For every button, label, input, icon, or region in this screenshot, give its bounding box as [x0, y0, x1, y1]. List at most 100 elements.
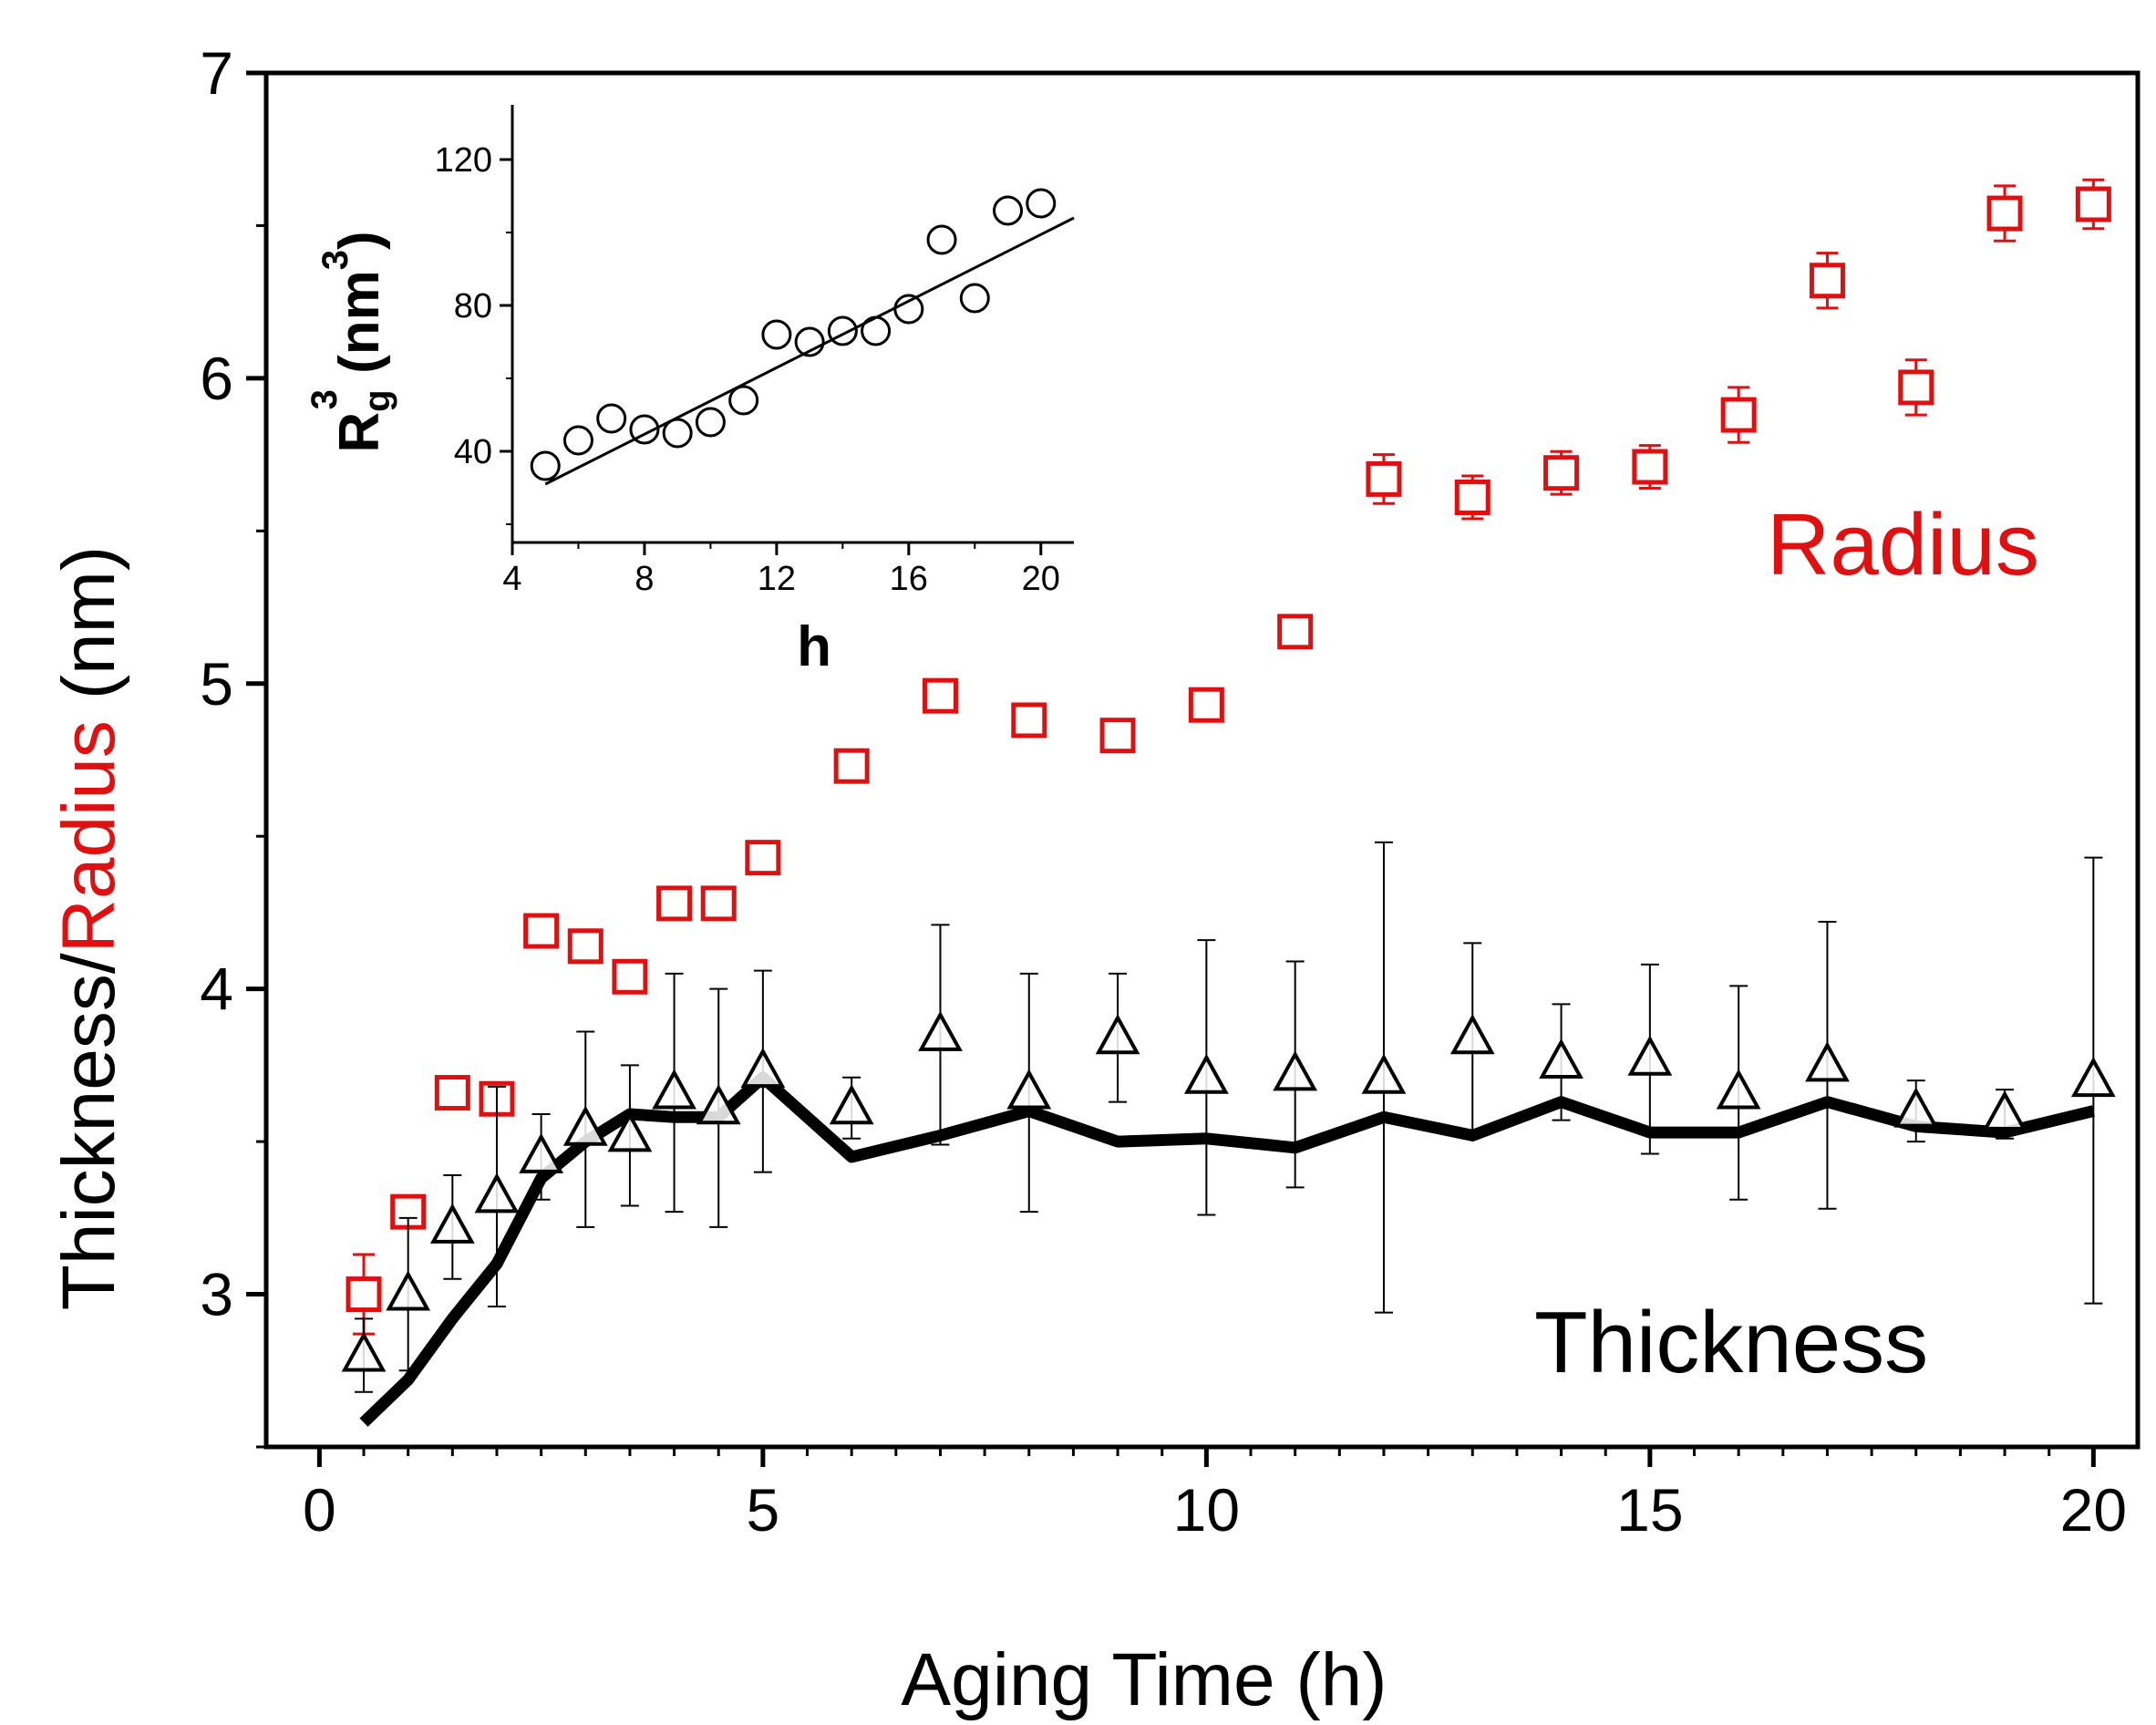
thickness-point: [918, 1010, 963, 1051]
inset-point: [1026, 188, 1057, 219]
thickness-point: [1627, 1035, 1673, 1076]
thickness-point: [607, 1111, 653, 1152]
inset-point: [695, 407, 726, 438]
inset-x-tick-label: 20: [1022, 560, 1060, 598]
radius-point: [1454, 479, 1491, 515]
radius-point: [922, 677, 958, 714]
main-plot-frame: [263, 70, 2141, 1450]
thickness-point: [429, 1203, 475, 1244]
y-tick-label: 6: [200, 345, 233, 412]
inset-y-title-unit-sup: 3: [315, 250, 356, 270]
thickness-point: [696, 1084, 741, 1125]
inset-axis-ticks: 4 8 12 16 20 40 80 120: [435, 141, 1060, 598]
radius-point: [1188, 687, 1224, 723]
thickness-point: [1539, 1038, 1583, 1079]
thickness-point: [1716, 1069, 1761, 1110]
thickness-point: [1805, 1041, 1850, 1082]
radius-point: [2075, 186, 2111, 222]
inset-point: [926, 224, 957, 255]
inset-point: [959, 283, 990, 314]
y-axis-title: Thickness/Radius (nm): [47, 546, 130, 1310]
thickness-point: [1449, 1014, 1495, 1055]
radius-point: [567, 928, 603, 965]
radius-point: [1720, 397, 1757, 433]
inset-point: [861, 315, 892, 346]
x-tick-label: 5: [747, 1476, 780, 1544]
thickness-point: [1183, 1053, 1229, 1094]
thickness-point: [341, 1331, 387, 1372]
inset-y-title-r: R: [328, 412, 391, 453]
inset-rg3-series: [530, 188, 1057, 481]
thickness-point: [2070, 1056, 2116, 1098]
x-axis-title: Aging Time (h): [901, 1638, 1387, 1721]
x-tick-label: 10: [1173, 1476, 1240, 1544]
y-axis-title-radius: Radius: [47, 720, 130, 953]
y-axis-title-thickness: Thickness/: [47, 953, 130, 1310]
radius-point: [523, 913, 560, 949]
thickness-point: [740, 1047, 786, 1089]
inset-linear-fit-line: [544, 216, 1075, 486]
inset-fit-segment: [544, 216, 1075, 486]
radius-point: [1099, 718, 1136, 754]
y-tick-label: 4: [200, 955, 233, 1023]
radius-point: [1632, 449, 1668, 485]
inset-x-tick-label: 16: [890, 560, 928, 598]
inset-point: [761, 319, 792, 350]
x-tick-label: 0: [303, 1476, 336, 1544]
y-axis-title-unit: (nm): [47, 546, 130, 720]
x-tick-label: 20: [2060, 1476, 2127, 1544]
inset-point: [629, 414, 660, 445]
main-axis-ticks: 0 5 10 15 20 3 4 5 6 7: [200, 39, 2127, 1544]
inset-y-tick-label: 80: [454, 287, 492, 325]
thickness-point: [1095, 1014, 1140, 1055]
thickness-point: [829, 1084, 874, 1125]
radius-point: [1543, 455, 1580, 491]
radius-series-label: Radius: [1767, 496, 2039, 594]
inset-point: [530, 450, 561, 481]
inset-y-title-sup: 3: [304, 389, 345, 409]
thickness-point: [652, 1069, 696, 1110]
radius-point: [1277, 614, 1314, 650]
thickness-series: [341, 841, 2116, 1393]
radius-point: [833, 748, 870, 784]
inset-x-tick-label: 12: [758, 560, 796, 598]
inset-y-axis-title: Rg3 (nm3): [304, 231, 397, 452]
thickness-point: [562, 1105, 608, 1146]
radius-point: [434, 1075, 470, 1111]
radius-point: [1366, 460, 1402, 497]
thickness-point: [1893, 1087, 1939, 1128]
radius-point: [1898, 369, 1934, 406]
inset-point: [893, 294, 924, 325]
thickness-series-label: Thickness: [1534, 1294, 1928, 1391]
y-tick-label: 3: [200, 1261, 233, 1328]
thickness-point: [1361, 1053, 1407, 1094]
inset-y-tick-label: 120: [435, 141, 492, 180]
inset-point: [993, 195, 1024, 226]
inset-point: [596, 403, 627, 434]
main-plot: 0 5 10 15 20 3 4 5 6 7 Aging Time (h) Thickness/R…: [47, 39, 2141, 1721]
inset-x-tick-label: 8: [634, 560, 654, 598]
inset-point: [827, 315, 858, 346]
inset-y-title-unit: (nm: [328, 270, 391, 389]
y-tick-label: 5: [200, 650, 233, 718]
thickness-point: [1273, 1050, 1318, 1091]
x-tick-label: 15: [1616, 1476, 1683, 1544]
radius-point: [1809, 263, 1845, 299]
inset-x-axis-title: h: [797, 615, 831, 678]
inset-point: [562, 425, 593, 456]
thickness-point: [386, 1270, 431, 1311]
radius-point: [745, 840, 781, 876]
inset-y-tick-label: 40: [454, 433, 492, 471]
radius-point: [612, 958, 648, 995]
inset-point: [662, 418, 693, 449]
thickness-point: [1006, 1069, 1052, 1110]
radius-point: [1011, 702, 1047, 739]
radius-point: [700, 885, 737, 922]
thickness-point: [1982, 1090, 2027, 1131]
y-tick-label: 7: [200, 39, 233, 107]
inset-point: [794, 326, 825, 357]
radius-point: [656, 885, 693, 922]
radius-series: [346, 178, 2111, 1336]
